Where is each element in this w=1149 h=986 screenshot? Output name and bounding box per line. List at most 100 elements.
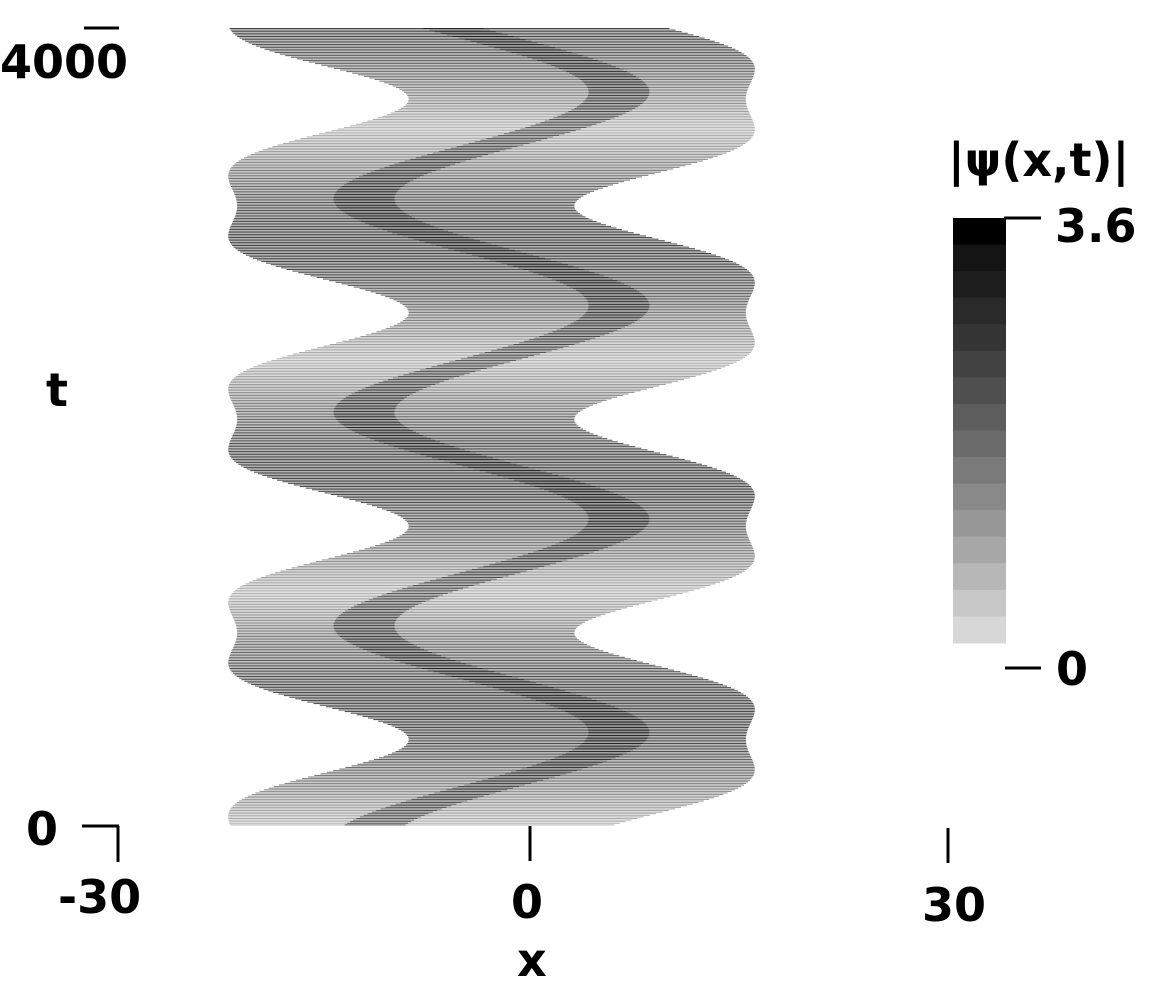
heatmap-ridge <box>445 674 507 676</box>
heatmap-row <box>397 514 749 516</box>
heatmap-ridge <box>334 407 396 409</box>
heatmap-ridge <box>336 419 398 421</box>
heatmap-ridge <box>575 533 637 535</box>
heatmap-row <box>233 618 592 620</box>
heatmap-row <box>238 160 703 162</box>
heatmap-ridge <box>578 532 640 534</box>
heatmap-row <box>237 374 702 376</box>
heatmap-ridge <box>336 404 398 406</box>
heatmap-ridge <box>398 375 460 377</box>
heatmap-ridge <box>514 130 576 132</box>
heatmap-ridge <box>571 109 633 111</box>
heatmap-ridge <box>583 722 645 724</box>
heatmap-row <box>402 533 748 535</box>
heatmap-ridge <box>574 715 636 717</box>
heatmap-ridge <box>357 604 419 606</box>
heatmap-ridge <box>446 34 508 36</box>
heatmap-ridge <box>411 798 473 800</box>
heatmap-row <box>236 629 576 631</box>
heatmap-row <box>236 201 576 203</box>
heatmap-ridge <box>586 738 648 740</box>
heatmap-row <box>405 744 747 746</box>
heatmap-row <box>229 395 623 397</box>
heatmap-ridge <box>478 256 539 258</box>
heatmap-ridge <box>565 711 627 713</box>
heatmap-ridge <box>574 747 636 749</box>
heatmap-row <box>394 513 749 515</box>
heatmap-ridge <box>361 221 423 223</box>
heatmap-ridge <box>556 494 618 496</box>
heatmap-ridge <box>566 71 627 73</box>
heatmap-row <box>228 388 647 390</box>
heatmap-ridge <box>561 114 623 116</box>
heatmap-ridge <box>399 162 461 164</box>
heatmap-ridge <box>394 163 456 165</box>
heatmap-ridge <box>577 746 639 748</box>
heatmap-ridge <box>558 67 620 69</box>
heatmap-ridge <box>420 369 481 371</box>
heatmap-row <box>366 503 754 505</box>
heatmap-ridge <box>564 326 625 328</box>
heatmap-row <box>233 404 593 406</box>
heatmap-ridge <box>585 312 647 314</box>
heatmap-row <box>232 616 597 618</box>
heatmap-row <box>350 712 755 714</box>
heatmap-ridge <box>584 527 645 529</box>
colorbar-level <box>953 350 1006 378</box>
heatmap-row <box>400 516 748 518</box>
heatmap-ridge <box>575 75 637 77</box>
heatmap-ridge <box>586 310 648 312</box>
heatmap-ridge <box>354 391 416 393</box>
heatmap-ridge <box>456 146 518 148</box>
heatmap-row <box>229 382 672 384</box>
heatmap-ridge <box>334 201 396 203</box>
heatmap-ridge <box>403 374 465 376</box>
heatmap-row <box>228 605 633 607</box>
heatmap-ridge <box>354 217 416 219</box>
heatmap-row <box>236 415 576 417</box>
heatmap-row <box>228 599 658 601</box>
heatmap-ridge <box>576 320 638 322</box>
heatmap-row <box>335 281 755 283</box>
heatmap-ridge <box>384 656 446 658</box>
heatmap-row <box>391 725 750 727</box>
heatmap-ridge <box>499 774 561 776</box>
heatmap-ridge <box>407 237 469 239</box>
heatmap-row <box>305 487 753 489</box>
heatmap-row <box>233 190 594 192</box>
heatmap-ridge <box>359 647 421 649</box>
heatmap-row <box>231 401 602 403</box>
heatmap-ridge <box>344 639 406 641</box>
heatmap-ridge <box>559 541 621 543</box>
heatmap-ridge <box>561 709 623 711</box>
colorbar-level <box>953 483 1006 511</box>
heatmap-ridge <box>486 138 548 140</box>
heatmap-ridge <box>542 548 604 550</box>
heatmap-ridge <box>348 428 410 430</box>
heatmap-ridge <box>355 645 417 647</box>
heatmap-ridge <box>588 304 650 306</box>
heatmap-ridge <box>573 502 635 504</box>
heatmap-ridge <box>497 474 559 476</box>
heatmap-ridge <box>387 230 449 232</box>
heatmap-ridge <box>508 478 570 480</box>
heatmap-ridge <box>351 216 412 218</box>
heatmap-row <box>234 406 590 408</box>
heatmap-row <box>228 819 632 821</box>
heatmap-row <box>304 273 752 275</box>
heatmap-ridge <box>360 602 422 604</box>
axis-lines <box>82 26 950 863</box>
heatmap-ridge <box>548 332 610 334</box>
heatmap-row <box>362 715 754 717</box>
heatmap-ridge <box>397 233 459 235</box>
heatmap-ridge <box>370 438 432 440</box>
heatmap-row <box>246 369 717 371</box>
heatmap-row <box>235 624 580 626</box>
heatmap-ridge <box>403 449 465 451</box>
heatmap-ridge <box>544 120 606 122</box>
heatmap-ridge <box>554 66 616 68</box>
heatmap-ridge <box>576 503 638 505</box>
heatmap-ridge <box>375 653 437 655</box>
heatmap-ridge <box>351 430 413 432</box>
